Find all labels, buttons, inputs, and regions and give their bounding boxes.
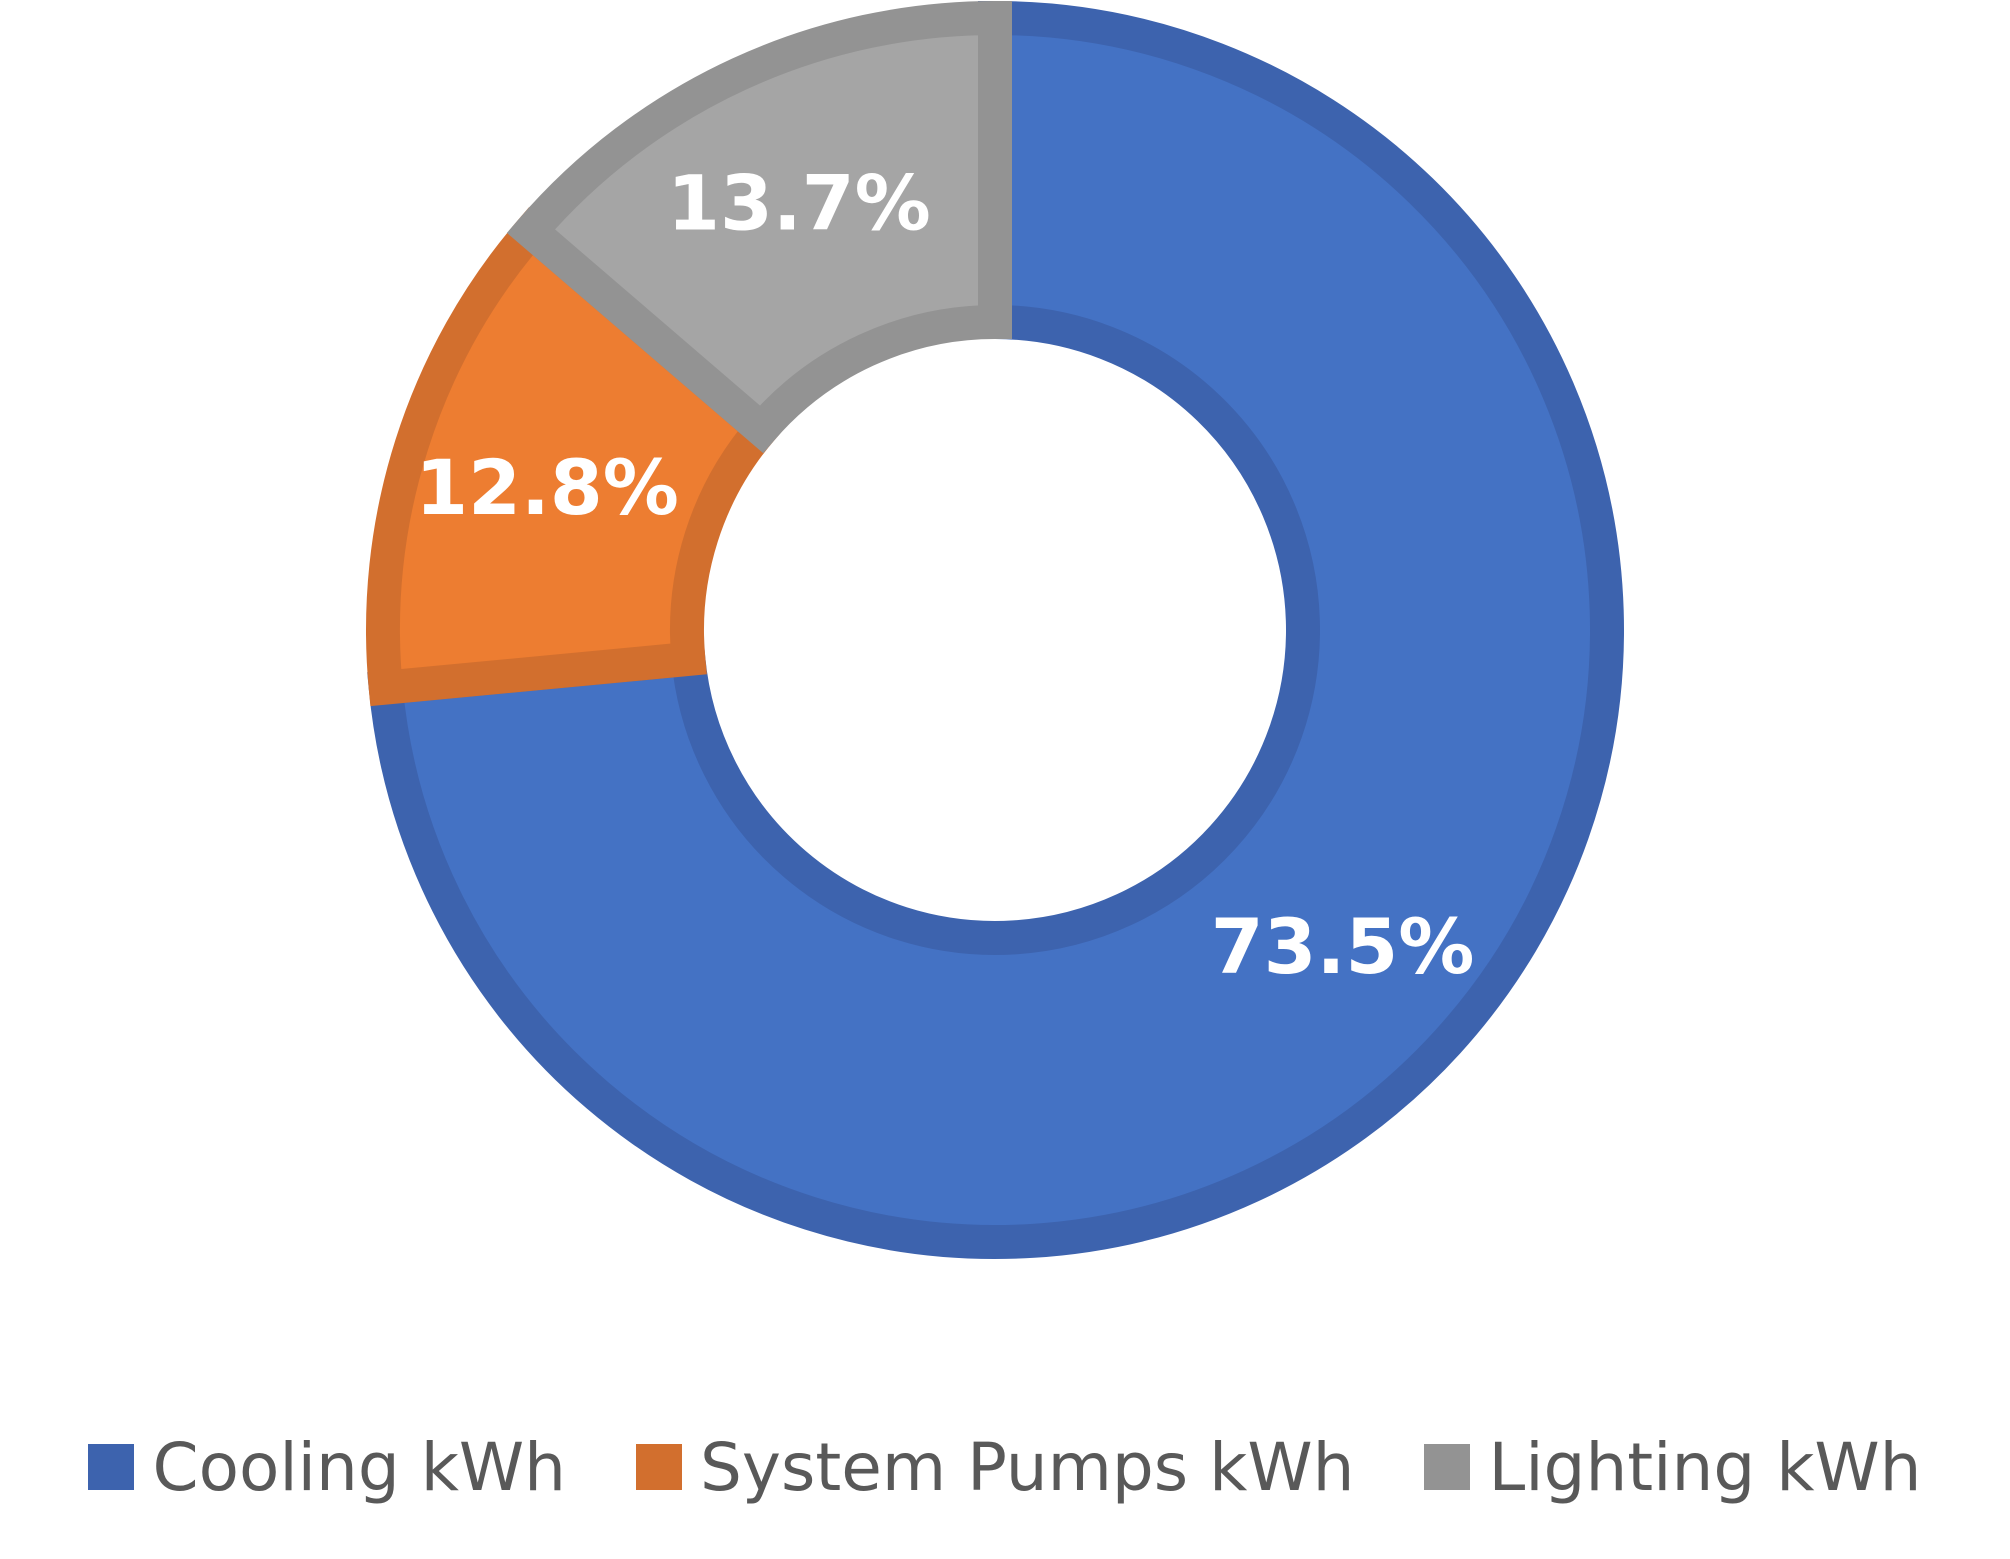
legend-label-cooling: Cooling kWh: [152, 1428, 567, 1506]
data-label-system-pumps: 12.8%: [415, 443, 679, 532]
legend-item-lighting[interactable]: Lighting kWh: [1424, 1428, 1922, 1506]
slice-system-pumps[interactable]: [366, 207, 786, 707]
slice-cooling[interactable]: [367, 0, 1624, 1259]
legend-swatch-cooling: [88, 1444, 135, 1490]
data-label-cooling: 73.5%: [1211, 902, 1475, 991]
legend-item-cooling[interactable]: Cooling kWh: [88, 1429, 566, 1506]
legend-swatch-lighting: [1424, 1444, 1471, 1490]
legend-label-system-pumps: System Pumps kWh: [700, 1428, 1355, 1506]
legend-item-system-pumps[interactable]: System Pumps kWh: [636, 1429, 1354, 1506]
data-label-lighting: 13.7%: [667, 158, 931, 247]
legend-label-lighting: Lighting kWh: [1488, 1428, 1922, 1506]
donut-slices: [366, 0, 1624, 1259]
chart-legend: Cooling kWh System Pumps kWh Lighting kW…: [0, 1422, 2010, 1512]
legend-swatch-system-pumps: [636, 1444, 683, 1490]
donut-data-labels: 73.5% 12.8% 13.7%: [415, 158, 1474, 990]
slice-lighting[interactable]: [506, 0, 1012, 454]
